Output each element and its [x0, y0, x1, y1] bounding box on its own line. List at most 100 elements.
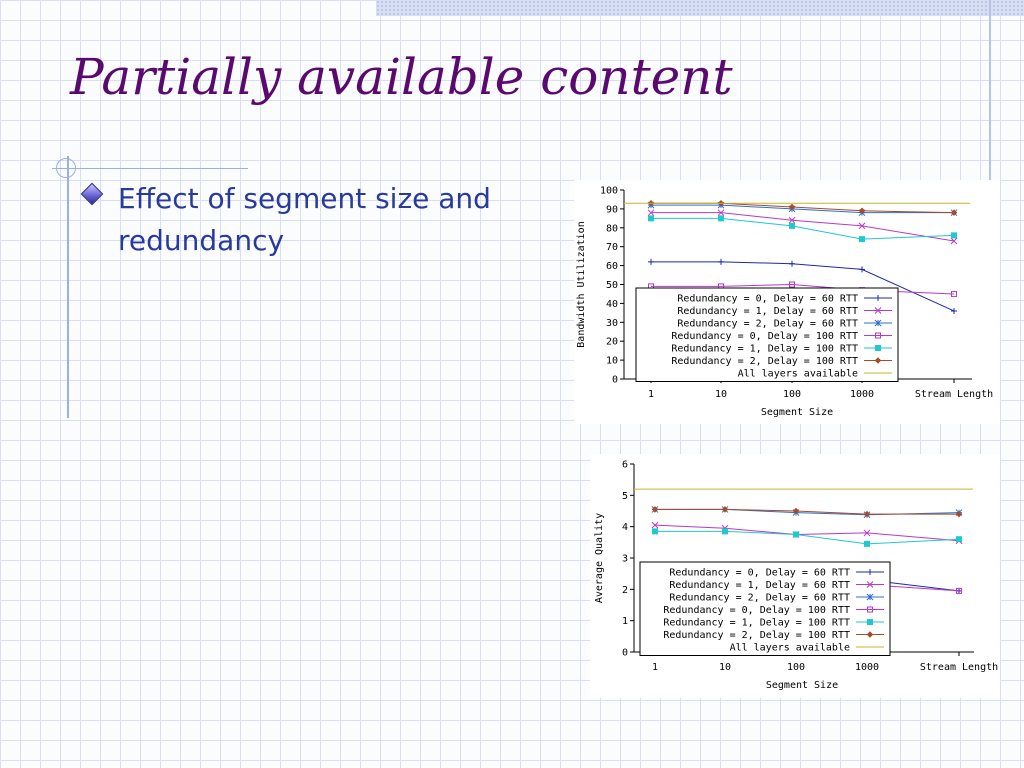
y-tick-label: 0 [622, 648, 628, 659]
series-1 [648, 258, 957, 314]
y-tick-label: 10 [606, 356, 618, 367]
y-tick-label: 40 [606, 299, 618, 310]
data-point [652, 528, 658, 535]
data-point [859, 266, 865, 273]
data-point [718, 258, 724, 265]
legend-swatch-marker [866, 593, 874, 601]
legend-swatch-marker [866, 581, 874, 588]
data-point [863, 529, 871, 537]
decorative-rule-left [67, 156, 69, 418]
data-point [788, 216, 796, 224]
data-point [956, 536, 962, 543]
y-tick-label: 60 [606, 261, 618, 272]
x-tick-label: 1 [648, 389, 654, 400]
data-point [864, 540, 870, 547]
y-axis-label: Average Quality [594, 513, 605, 603]
decorative-rule-right [989, 0, 991, 264]
data-point [722, 528, 728, 535]
bullet-text: Effect of segment size and redundancy [118, 182, 491, 257]
data-point [789, 281, 795, 288]
series-3 [651, 506, 963, 519]
y-tick-label: 20 [606, 337, 618, 348]
legend-label: Redundancy = 1, Delay = 100 RTT [663, 618, 850, 629]
legend-swatch-marker [875, 295, 881, 301]
slide-title: Partially available content [70, 48, 733, 106]
y-tick-label: 1 [622, 616, 628, 627]
y-tick-label: 6 [622, 460, 628, 471]
series-3 [647, 201, 958, 217]
data-point [951, 307, 957, 314]
legend-label: Redundancy = 0, Delay = 100 RTT [671, 331, 858, 342]
bullet-item: Effect of segment size and redundancy [80, 178, 562, 262]
data-point [863, 510, 871, 518]
legend-label: Redundancy = 1, Delay = 100 RTT [671, 344, 858, 355]
legend-label: Redundancy = 2, Delay = 100 RTT [671, 356, 858, 367]
data-point [788, 203, 796, 211]
legend-swatch-marker [875, 332, 881, 339]
decorative-ring [56, 158, 76, 178]
x-tick-label: 1 [652, 662, 658, 673]
series-2 [647, 209, 958, 245]
data-point [792, 507, 800, 515]
legend-box [639, 561, 891, 656]
y-tick-label: 2 [622, 585, 628, 596]
decorative-rule-horizontal [52, 168, 248, 169]
legend: Redundancy = 0, Delay = 60 RTTRedundancy… [639, 561, 891, 656]
series-line [654, 524, 960, 542]
data-point [651, 506, 659, 513]
data-point [859, 236, 865, 243]
series-5 [652, 528, 962, 547]
y-tick-label: 100 [600, 186, 618, 197]
y-axis-label: Bandwidth Utilization [576, 221, 587, 347]
y-tick-label: 3 [622, 554, 628, 565]
y-tick-label: 90 [606, 204, 618, 215]
y-tick-label: 70 [606, 242, 618, 253]
y-tick-label: 80 [606, 223, 618, 234]
data-point [648, 258, 654, 265]
legend-label: Redundancy = 2, Delay = 100 RTT [663, 630, 850, 641]
series-6 [651, 506, 963, 518]
data-point [950, 209, 958, 216]
header-dotted-band [376, 0, 1024, 16]
x-tick-label: Stream Length [915, 389, 993, 400]
x-axis-label: Segment Size [766, 680, 838, 691]
legend-label: Redundancy = 1, Delay = 60 RTT [669, 580, 850, 591]
legend-box [635, 287, 899, 382]
y-tick-label: 4 [622, 522, 628, 533]
legend-swatch-marker [867, 619, 873, 625]
average-quality-plot: 0 1 2 3 4 5 6 1 10 100 1000 Stream Length Segment Si… [594, 460, 998, 692]
legend-label: Redundancy = 2, Delay = 60 RTT [677, 319, 858, 330]
bandwidth-utilization-chart: 0 10 20 30 40 50 60 70 80 90 100 1 10 100 1000 Stream L… [574, 180, 1000, 424]
data-point [955, 510, 963, 518]
data-point [858, 207, 866, 214]
legend-swatch-marker [874, 319, 882, 327]
legend-swatch-marker [867, 606, 873, 613]
legend-swatch-marker [866, 631, 874, 638]
legend-label: Redundancy = 0, Delay = 60 RTT [669, 568, 850, 579]
legend-swatch-marker [874, 357, 882, 364]
legend-swatch-marker [874, 307, 882, 314]
legend-label: Redundancy = 0, Delay = 60 RTT [677, 294, 858, 305]
data-point [951, 232, 957, 239]
legend-swatch-marker [867, 569, 873, 575]
diamond-bullet-icon [80, 182, 104, 206]
legend-label: All layers available [738, 369, 858, 380]
x-tick-label: Stream Length [920, 662, 998, 673]
y-tick-label: 0 [612, 375, 618, 386]
data-point [648, 215, 654, 222]
data-point [651, 521, 659, 529]
data-point [950, 237, 958, 245]
legend-label: Redundancy = 1, Delay = 60 RTT [677, 306, 858, 317]
data-point [793, 531, 799, 538]
legend-label: Redundancy = 2, Delay = 60 RTT [669, 593, 850, 604]
x-axis-label: Segment Size [761, 407, 833, 418]
data-point [858, 222, 866, 230]
x-tick-label: 1000 [850, 389, 874, 400]
legend: Redundancy = 0, Delay = 60 RTTRedundancy… [635, 287, 899, 382]
legend-label: Redundancy = 0, Delay = 100 RTT [663, 605, 850, 616]
data-point [789, 222, 795, 229]
average-quality-chart: 0 1 2 3 4 5 6 1 10 100 1000 Stream Length Segment Si… [590, 454, 1000, 698]
y-tick-label: 30 [606, 318, 618, 329]
x-tick-label: 10 [715, 389, 727, 400]
